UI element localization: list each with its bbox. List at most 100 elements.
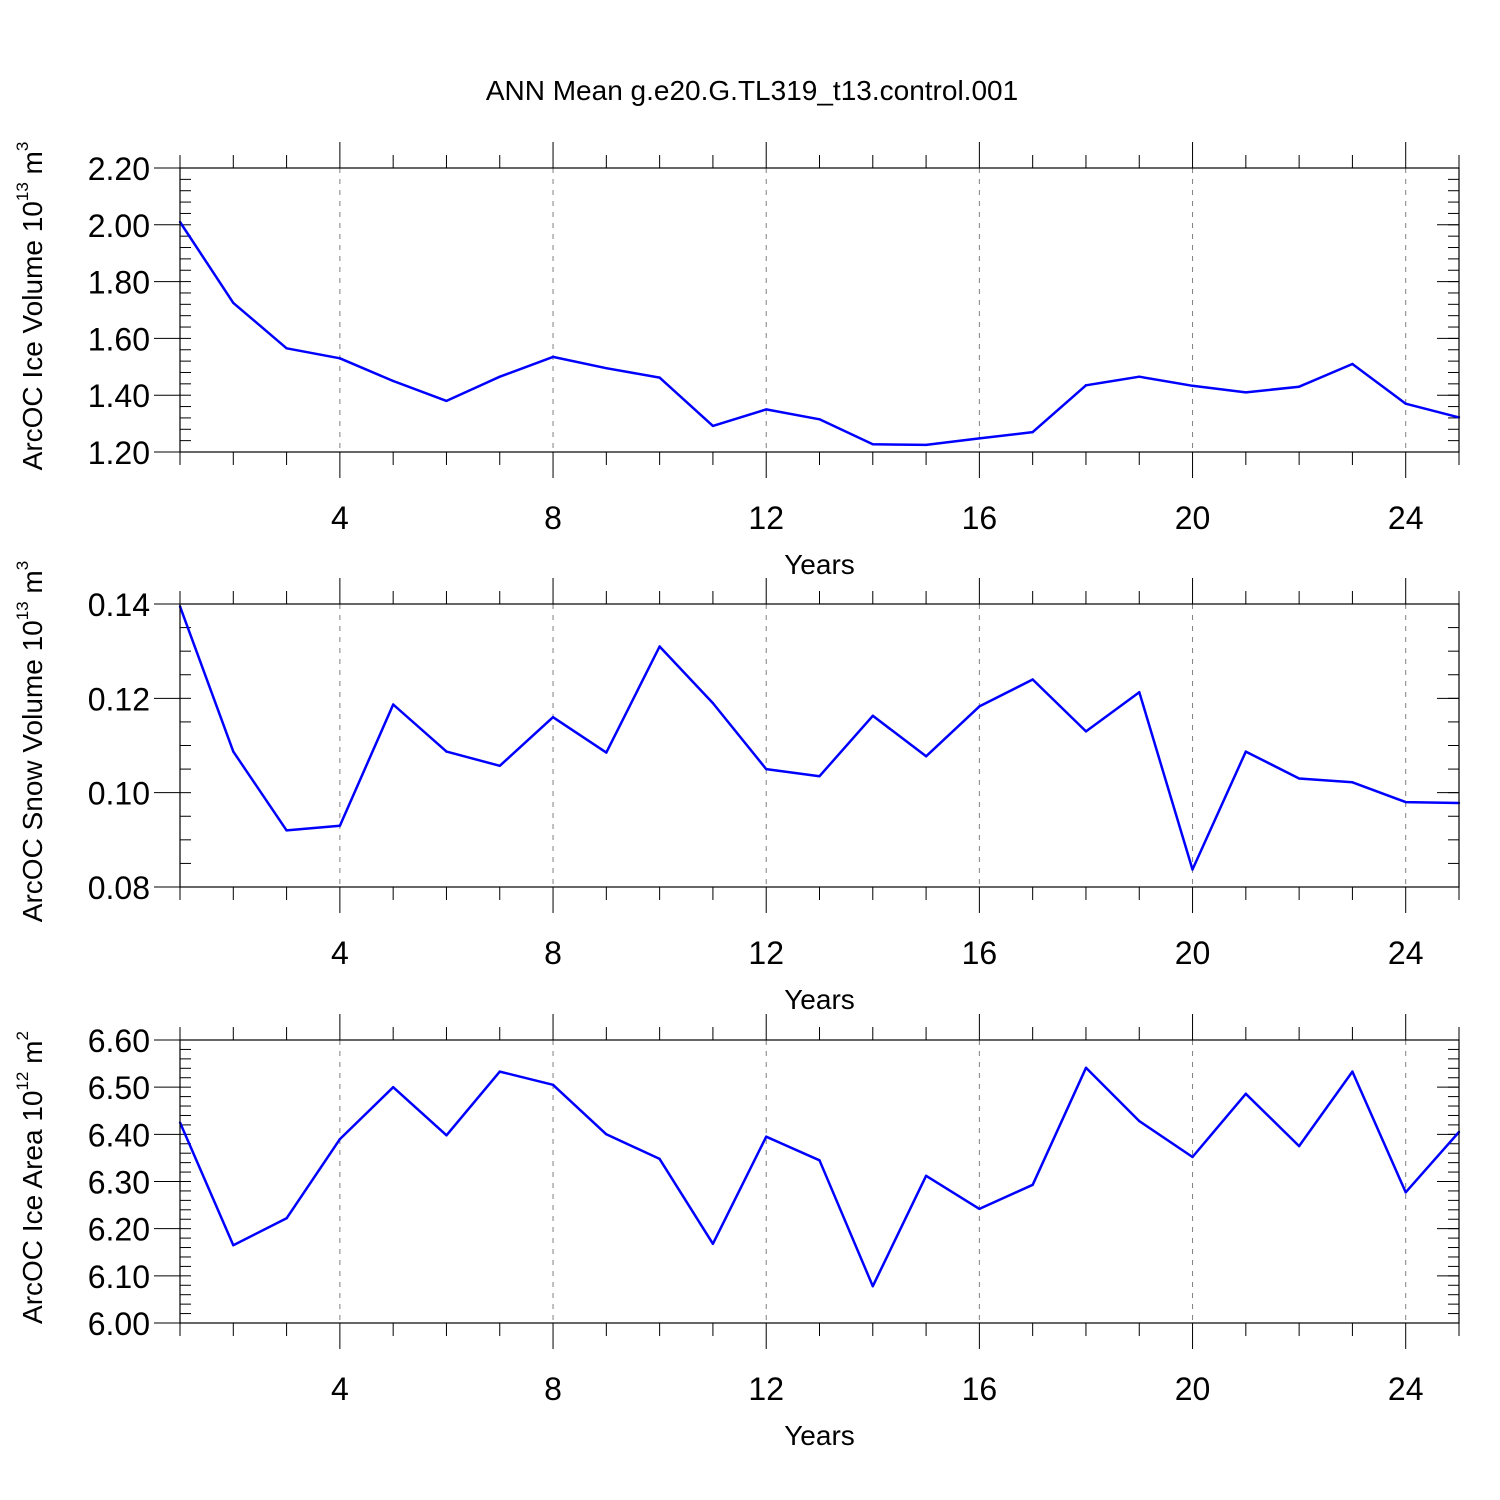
data-point bbox=[1191, 384, 1194, 388]
x-tick-label: 4 bbox=[331, 500, 349, 536]
y-axis-title: ArcOC Snow Volume 1013 m3 bbox=[13, 561, 48, 922]
y-tick-label: 0.14 bbox=[88, 587, 150, 623]
data-point bbox=[658, 376, 661, 379]
data-point bbox=[445, 1134, 448, 1137]
y-axis-title: ArcOC Ice Volume 1013 m3 bbox=[13, 142, 48, 471]
x-tick-label: 24 bbox=[1388, 500, 1424, 536]
data-point bbox=[232, 1243, 235, 1247]
data-point bbox=[445, 750, 448, 753]
data-point bbox=[498, 1070, 501, 1073]
data-point bbox=[1297, 1144, 1301, 1148]
data-point bbox=[1404, 800, 1407, 804]
data-point bbox=[338, 357, 342, 360]
data-point bbox=[765, 408, 768, 411]
y-tick-label: 2.00 bbox=[88, 208, 150, 244]
data-point bbox=[605, 1133, 608, 1136]
y-tick-label: 0.08 bbox=[88, 870, 150, 906]
plot-frame bbox=[179, 603, 1460, 888]
x-axis-title: Years bbox=[784, 549, 855, 580]
x-tick-label: 8 bbox=[544, 500, 562, 536]
data-point bbox=[232, 301, 235, 305]
y-tick-label: 0.12 bbox=[88, 681, 150, 717]
panel-3: 6.00 6.10 6.20 6.30 6.40 6.50 6.60 4 8 12 16 20 24 Ye… bbox=[13, 1014, 1461, 1451]
plot-frame bbox=[179, 1039, 1460, 1324]
data-point bbox=[1351, 1070, 1354, 1073]
data-point bbox=[1084, 730, 1088, 733]
y-tick-label: 6.30 bbox=[88, 1165, 150, 1201]
y-tick-label: 6.00 bbox=[88, 1306, 150, 1342]
data-point bbox=[551, 716, 555, 719]
x-tick-label: 20 bbox=[1175, 935, 1211, 971]
data-point bbox=[978, 1207, 981, 1211]
x-tick-label: 16 bbox=[962, 935, 998, 971]
data-point bbox=[658, 645, 661, 648]
y-axis-title-exponent: 13 bbox=[13, 601, 32, 620]
x-tick-label: 16 bbox=[962, 500, 998, 536]
y-axis-title-unit-exponent: 3 bbox=[13, 142, 32, 151]
y-tick-label: 6.40 bbox=[88, 1117, 150, 1153]
plot-frame bbox=[179, 167, 1460, 453]
data-point bbox=[391, 1085, 395, 1089]
data-point bbox=[498, 375, 501, 378]
data-point bbox=[445, 399, 448, 403]
y-tick-label: 6.50 bbox=[88, 1070, 150, 1106]
data-point bbox=[711, 424, 715, 428]
x-tick-label: 12 bbox=[748, 935, 784, 971]
data-point bbox=[818, 774, 821, 778]
x-tick-label: 8 bbox=[544, 1371, 562, 1407]
y-axis-title-text: ArcOC Snow Volume 10 bbox=[17, 620, 48, 922]
x-tick-label: 4 bbox=[331, 935, 349, 971]
data-point bbox=[1138, 691, 1141, 694]
y-tick-label: 6.60 bbox=[88, 1023, 150, 1059]
y-axis-title-text: ArcOC Ice Volume 10 bbox=[17, 201, 48, 470]
x-tick-label: 8 bbox=[544, 935, 562, 971]
data-point bbox=[1244, 1092, 1248, 1095]
y-tick-label: 6.20 bbox=[88, 1212, 150, 1248]
y-tick-label: 1.20 bbox=[88, 435, 150, 471]
y-axis-title-unit: m bbox=[17, 1041, 48, 1072]
y-axis-title-unit: m bbox=[17, 151, 48, 182]
data-point bbox=[1404, 1191, 1407, 1194]
data-point bbox=[391, 379, 395, 383]
data-point bbox=[1191, 1155, 1194, 1159]
x-tick-label: 12 bbox=[748, 1371, 784, 1407]
data-point bbox=[498, 764, 501, 767]
x-tick-label: 4 bbox=[331, 1371, 349, 1407]
data-point bbox=[978, 705, 981, 708]
panel-1: 1.20 1.40 1.60 1.80 2.00 2.20 4 8 12 16 20 24 Years A… bbox=[13, 142, 1461, 580]
x-tick-label: 20 bbox=[1175, 1371, 1211, 1407]
data-point bbox=[871, 443, 874, 446]
panel-2: 0.08 0.10 0.12 0.14 4 8 12 16 20 24 Years ArcOC Sno… bbox=[13, 561, 1461, 1015]
x-tick-label: 16 bbox=[962, 1371, 998, 1407]
data-point bbox=[1244, 750, 1248, 753]
data-point bbox=[1031, 430, 1034, 434]
panels: 1.201.401.601.802.002.204 8 12 16 20 24YearsA… bbox=[13, 142, 1461, 1451]
y-tick-label: 1.40 bbox=[88, 378, 150, 414]
data-point bbox=[1084, 384, 1088, 387]
data-point bbox=[658, 1157, 661, 1161]
data-point bbox=[1404, 402, 1407, 405]
y-axis-title: ArcOC Ice Area 1012 m2 bbox=[13, 1031, 48, 1324]
data-point bbox=[924, 1174, 928, 1178]
data-point bbox=[1244, 391, 1248, 394]
x-tick-label: 24 bbox=[1388, 935, 1424, 971]
data-point bbox=[551, 355, 555, 359]
x-axis-title: Years bbox=[784, 1420, 855, 1451]
data-point bbox=[1191, 868, 1194, 871]
data-point bbox=[551, 1083, 555, 1087]
data-point bbox=[285, 347, 288, 350]
data-point bbox=[924, 443, 928, 447]
data-point bbox=[871, 1285, 874, 1288]
data-point bbox=[338, 824, 342, 827]
data-point bbox=[1297, 777, 1301, 780]
y-axis-title-unit: m bbox=[17, 570, 48, 601]
data-point bbox=[871, 714, 874, 717]
data-point bbox=[765, 767, 768, 771]
data-point bbox=[1031, 678, 1034, 681]
figure-title: ANN Mean g.e20.G.TL319_t13.control.001 bbox=[486, 75, 1018, 106]
data-point bbox=[605, 367, 608, 370]
x-tick-label: 24 bbox=[1388, 1371, 1424, 1407]
y-tick-label: 2.20 bbox=[88, 151, 150, 187]
data-point bbox=[1351, 781, 1354, 784]
